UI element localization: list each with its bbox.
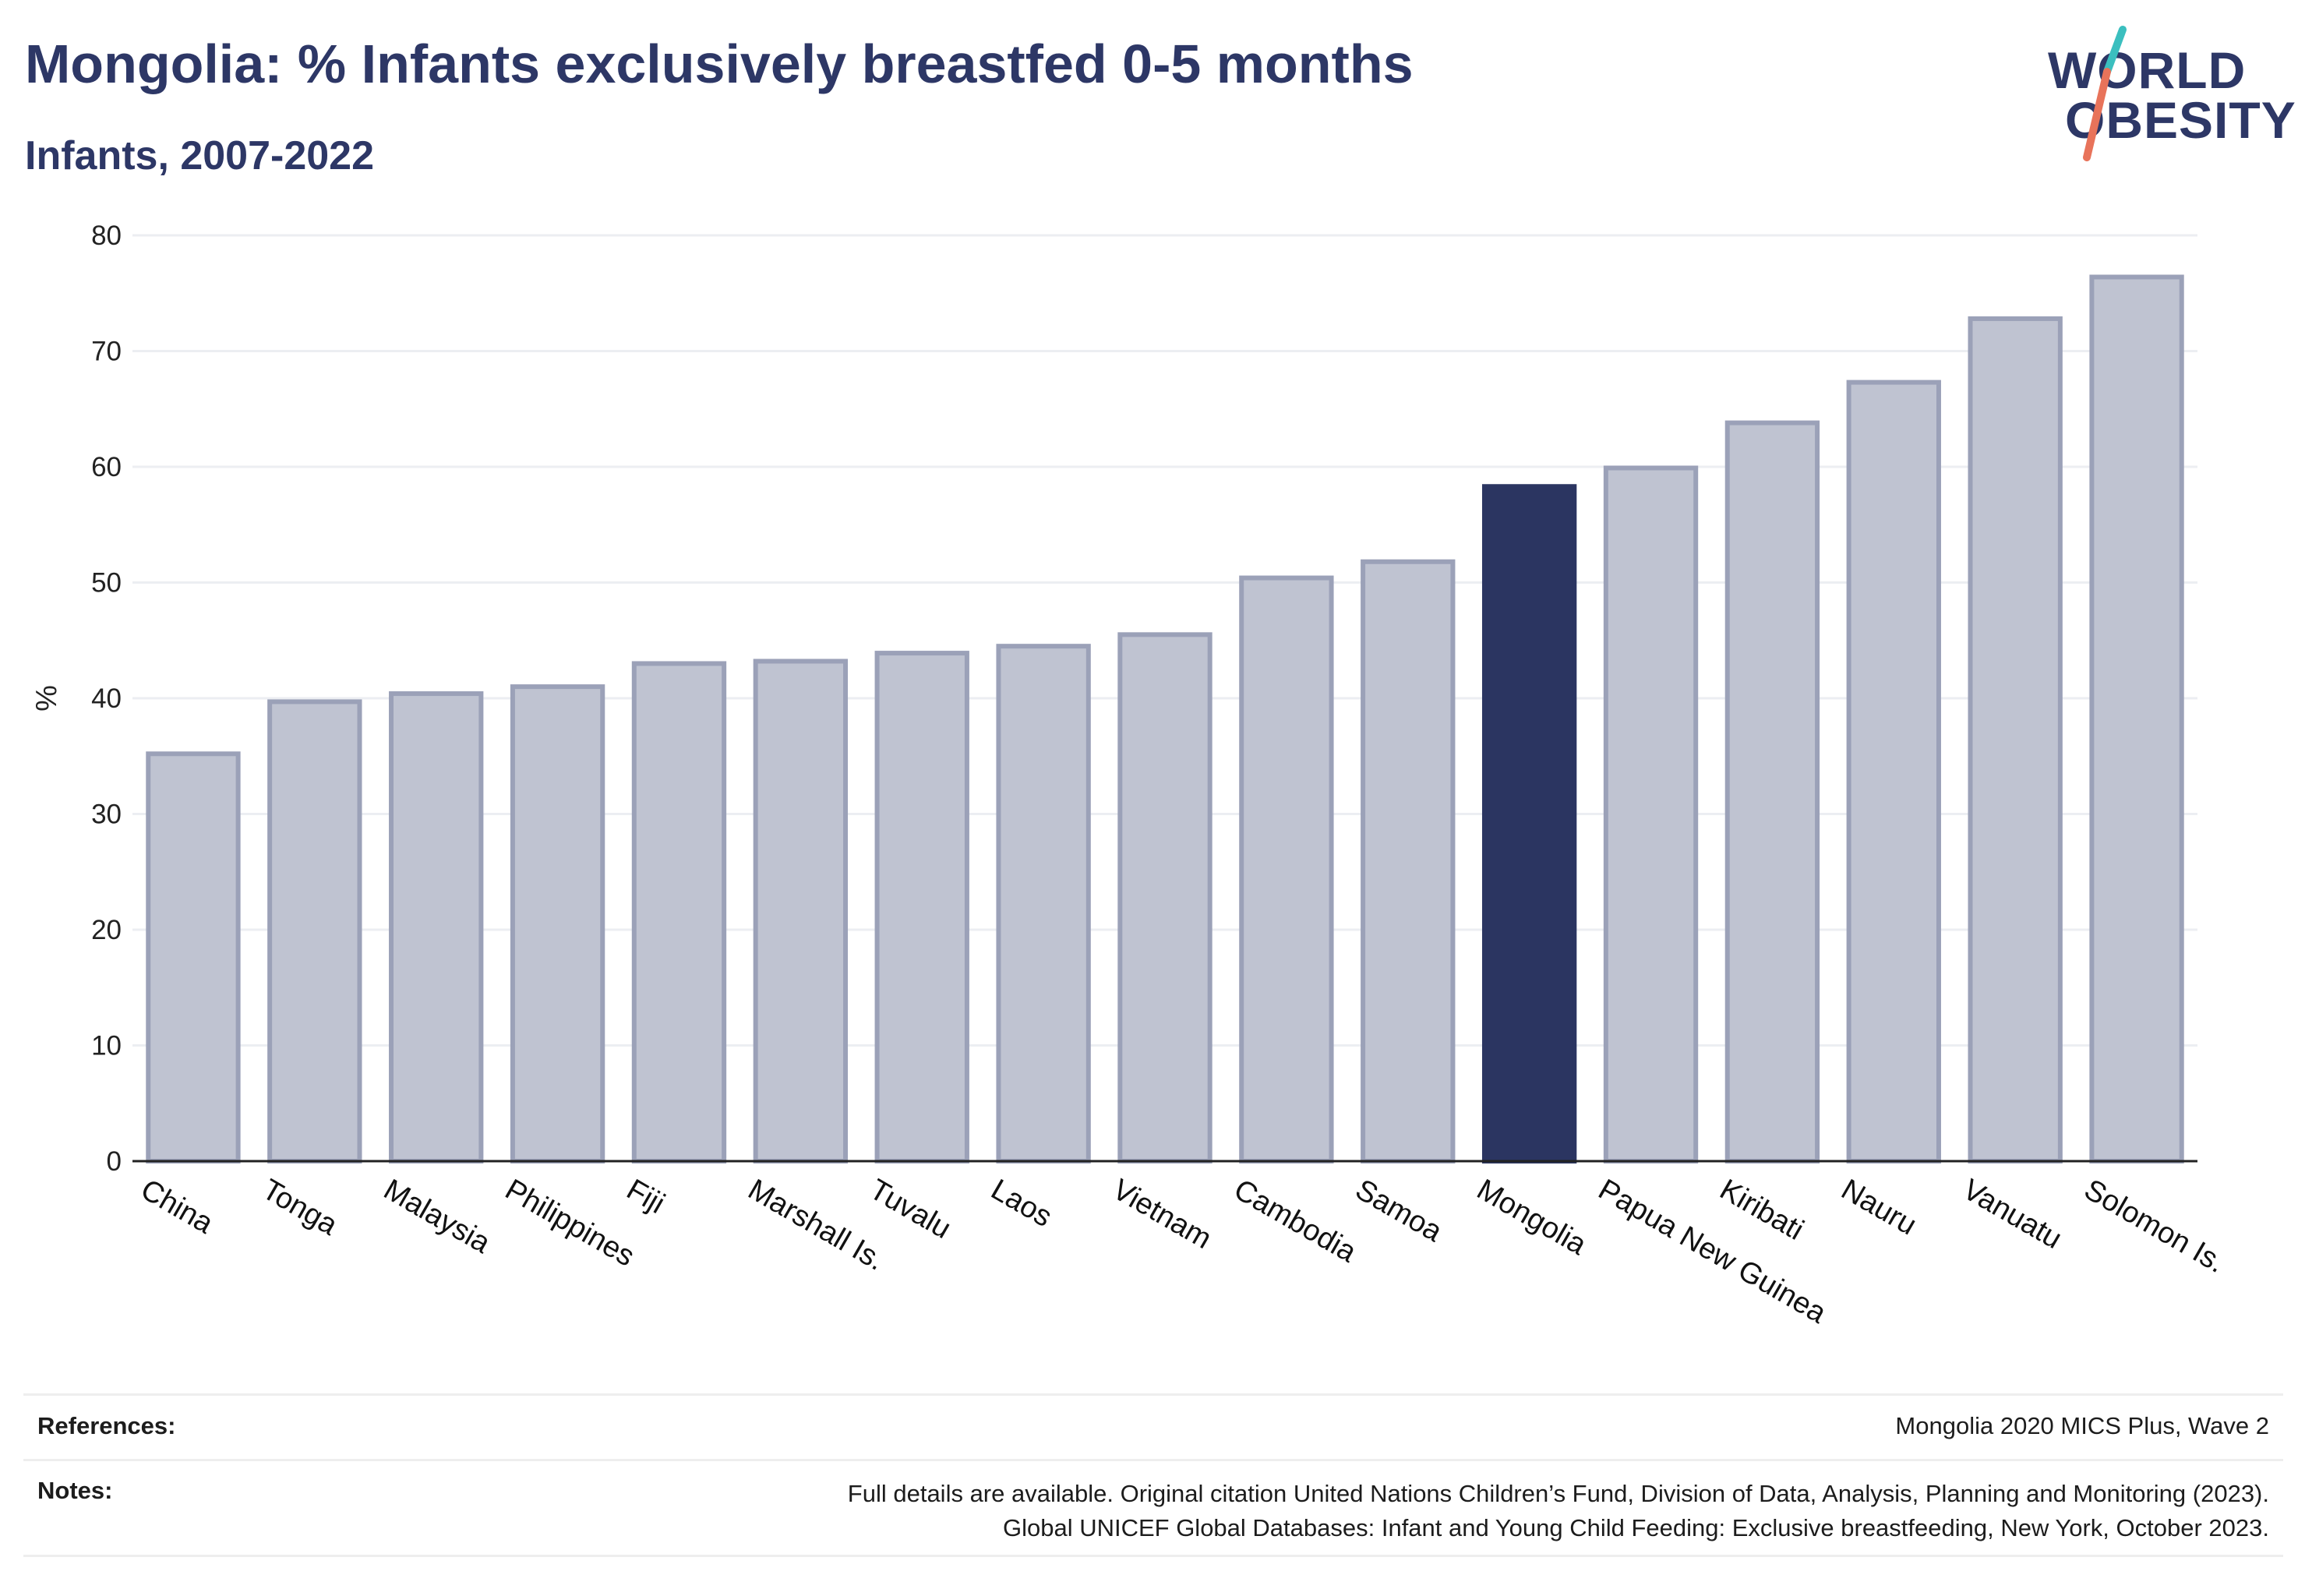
x-tick-label: Mongolia <box>1471 1173 1592 1262</box>
bar <box>146 751 241 1163</box>
x-tick-label: Solomon Is. <box>2079 1173 2231 1280</box>
references-text: Mongolia 2020 MICS Plus, Wave 2 <box>1895 1412 2269 1439</box>
bar <box>1724 420 1820 1163</box>
bar <box>753 659 849 1163</box>
x-tick-label: Vietnam <box>1107 1173 1217 1255</box>
x-tick-label: Tuvalu <box>864 1173 957 1245</box>
bar <box>631 661 727 1163</box>
bar <box>1239 575 1334 1163</box>
notes-line-2: Global UNICEF Global Databases: Infant a… <box>1002 1514 2269 1541</box>
x-tick-label: Philippines <box>499 1173 640 1273</box>
y-tick-label: 0 <box>107 1146 122 1177</box>
notes-line-1: Full details are available. Original cit… <box>847 1480 2269 1507</box>
logo-line-world: WORLD <box>2048 41 2247 99</box>
references-label: References: <box>37 1412 176 1439</box>
footer-divider-top <box>23 1393 2283 1396</box>
y-tick-label: 30 <box>91 800 122 830</box>
bar <box>1481 484 1577 1163</box>
bar <box>510 684 605 1163</box>
x-tick-label: Tonga <box>256 1173 343 1242</box>
x-tick-label: Kiribati <box>1714 1173 1809 1246</box>
bar <box>1117 632 1213 1163</box>
x-tick-label: Vanuatu <box>1957 1173 2067 1255</box>
world-obesity-logo: WORLD OBESITY <box>2026 23 2296 168</box>
notes-label: Notes: <box>37 1477 113 1504</box>
y-tick-label: 80 <box>91 221 122 251</box>
chart-title: Mongolia: % Infants exclusively breastfe… <box>25 34 1414 94</box>
y-tick-label: 40 <box>91 683 122 714</box>
x-tick-label: Marshall Is. <box>743 1173 890 1277</box>
x-tick-label: Samoa <box>1350 1173 1448 1248</box>
bar <box>1603 465 1699 1163</box>
x-tick-label: China <box>135 1173 219 1240</box>
y-tick-label: 50 <box>91 568 122 598</box>
logo-slash-icon <box>2083 26 2127 161</box>
footer-divider-bottom <box>23 1555 2283 1557</box>
x-tick-label: Laos <box>986 1173 1057 1234</box>
y-axis-label: % <box>30 685 63 711</box>
y-tick-label: 20 <box>91 915 122 945</box>
x-tick-label: Fiji <box>621 1173 670 1220</box>
footer-divider-middle <box>23 1459 2283 1461</box>
x-tick-label: Nauru <box>1836 1173 1922 1241</box>
bar <box>1846 380 1941 1164</box>
bar <box>2089 274 2184 1164</box>
chart-subtitle: Infants, 2007-2022 <box>25 133 375 178</box>
notes-text: Full details are available. Original cit… <box>848 1477 2269 1545</box>
bar <box>267 699 362 1163</box>
x-tick-label: Papua New Guinea <box>1593 1173 1832 1330</box>
bar <box>996 644 1091 1163</box>
bar <box>1361 559 1456 1163</box>
y-tick-label: 10 <box>91 1031 122 1061</box>
x-tick-label: Cambodia <box>1228 1173 1362 1269</box>
bar <box>1968 316 2063 1163</box>
bar <box>389 691 484 1163</box>
y-tick-label: 60 <box>91 452 122 482</box>
bar-chart: 0 10 20 30 40 50 60 70 80% China Tonga Malaysia Phil… <box>30 221 2231 1330</box>
bar <box>874 651 969 1163</box>
x-tick-label: Malaysia <box>378 1173 496 1260</box>
y-tick-label: 70 <box>91 337 122 367</box>
